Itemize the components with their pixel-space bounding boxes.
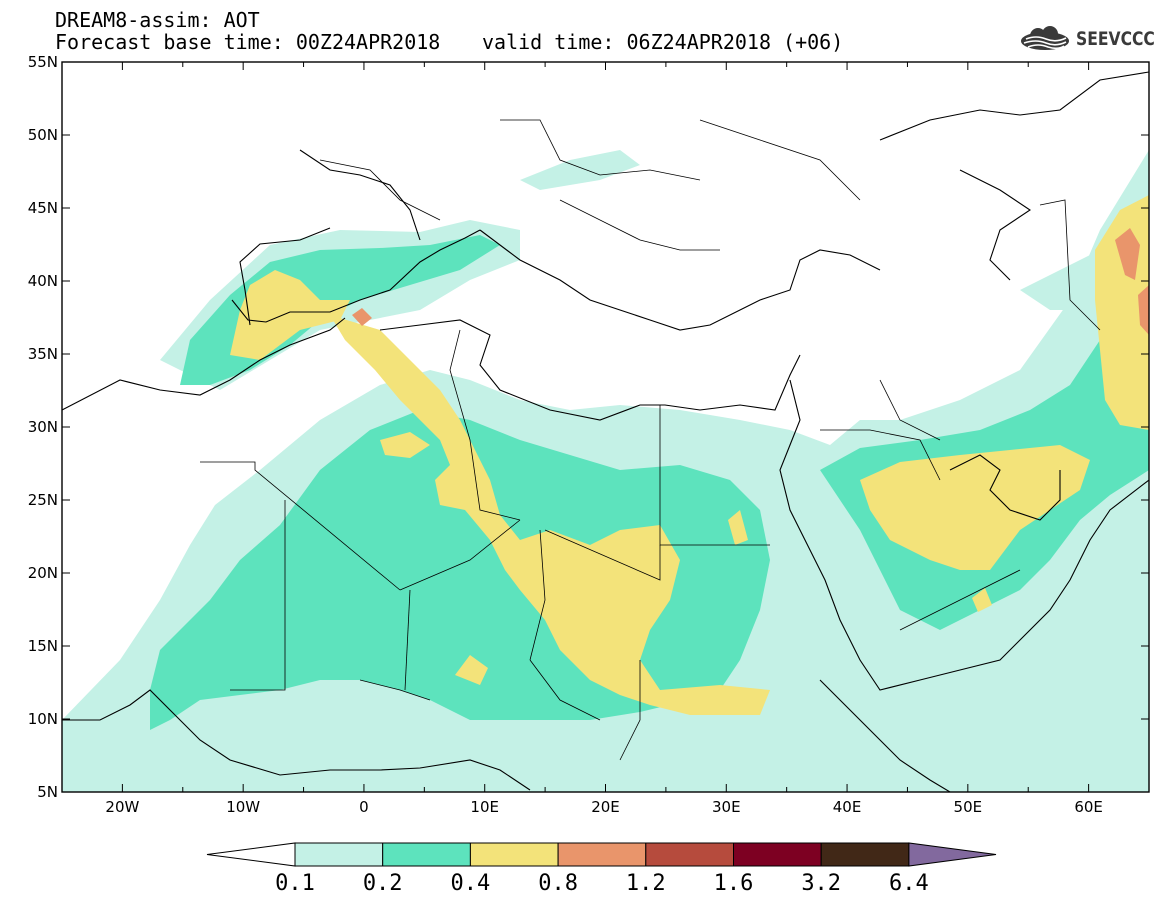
- colorbar-level-label: 0.2: [363, 871, 403, 896]
- colorbar-box: [820, 842, 910, 867]
- map-title: DREAM8-assim: AOT: [55, 8, 260, 32]
- political-borders: [200, 119, 1101, 761]
- lat-tick-label: 15N: [28, 637, 58, 655]
- forecast-base-time: Forecast base time: 00Z24APR2018: [55, 30, 441, 54]
- lon-tick-label: 50E: [954, 798, 983, 816]
- lat-tick-label: 30N: [28, 418, 58, 436]
- lon-tick-label: 10W: [226, 798, 260, 816]
- lat-tick-label: 50N: [28, 126, 58, 144]
- lon-tick-label: 20E: [591, 798, 620, 816]
- lon-tick-label: 20W: [105, 798, 139, 816]
- colorbar-box: [733, 842, 822, 867]
- valid-time: valid time: 06Z24APR2018 (+06): [482, 30, 844, 54]
- seevccc-logo: SEEVCCC: [1018, 26, 1165, 52]
- lat-tick-label: 40N: [28, 272, 58, 290]
- lat-tick-label: 25N: [28, 491, 58, 509]
- colorbar-boxes: [206, 842, 997, 867]
- longitude-labels: 20W 10W 0 10E 20E 30E 40E 50E 60E: [105, 798, 1102, 816]
- axis-ticks: [61, 61, 1150, 793]
- colorbar-box: [469, 842, 559, 867]
- aot-field: [62, 150, 1149, 792]
- colorbar-box: [645, 842, 734, 867]
- latitude-labels: 55N 50N 45N 40N 35N 30N 25N 20N 15N 10N 5N: [28, 53, 58, 801]
- lat-tick-label: 20N: [28, 564, 58, 582]
- colorbar-level-label: 6.4: [889, 871, 929, 896]
- lon-tick-label: 60E: [1074, 798, 1103, 816]
- colorbar-overflow: [908, 842, 997, 867]
- colorbar-box: [382, 842, 471, 867]
- colorbar-labels: 0.1 0.2 0.4 0.8 1.2 1.6 3.2 6.4: [275, 871, 929, 896]
- lat-tick-label: 45N: [28, 199, 58, 217]
- colorbar-level-label: 0.1: [275, 871, 315, 896]
- cloud-icon: [1021, 26, 1069, 50]
- colorbar-level-label: 3.2: [801, 871, 841, 896]
- lat-tick-label: 10N: [28, 710, 58, 728]
- lat-tick-label: 55N: [28, 53, 58, 71]
- lon-tick-label: 0: [359, 798, 369, 816]
- logo-text: SEEVCCC: [1076, 28, 1155, 50]
- colorbar-box: [294, 842, 384, 867]
- lon-tick-label: 30E: [712, 798, 741, 816]
- colorbar-level-label: 1.6: [714, 871, 754, 896]
- colorbar-box: [557, 842, 647, 867]
- colorbar-underflow: [206, 842, 296, 867]
- colorbar-level-label: 0.4: [451, 871, 491, 896]
- aot-level-0.8: [352, 228, 1149, 335]
- lon-tick-label: 40E: [833, 798, 862, 816]
- lon-tick-label: 10E: [470, 798, 499, 816]
- lat-tick-label: 5N: [37, 783, 58, 801]
- colorbar-level-label: 1.2: [626, 871, 666, 896]
- lat-tick-label: 35N: [28, 345, 58, 363]
- colorbar-level-label: 0.8: [538, 871, 578, 896]
- coastlines-borders: [62, 71, 1149, 792]
